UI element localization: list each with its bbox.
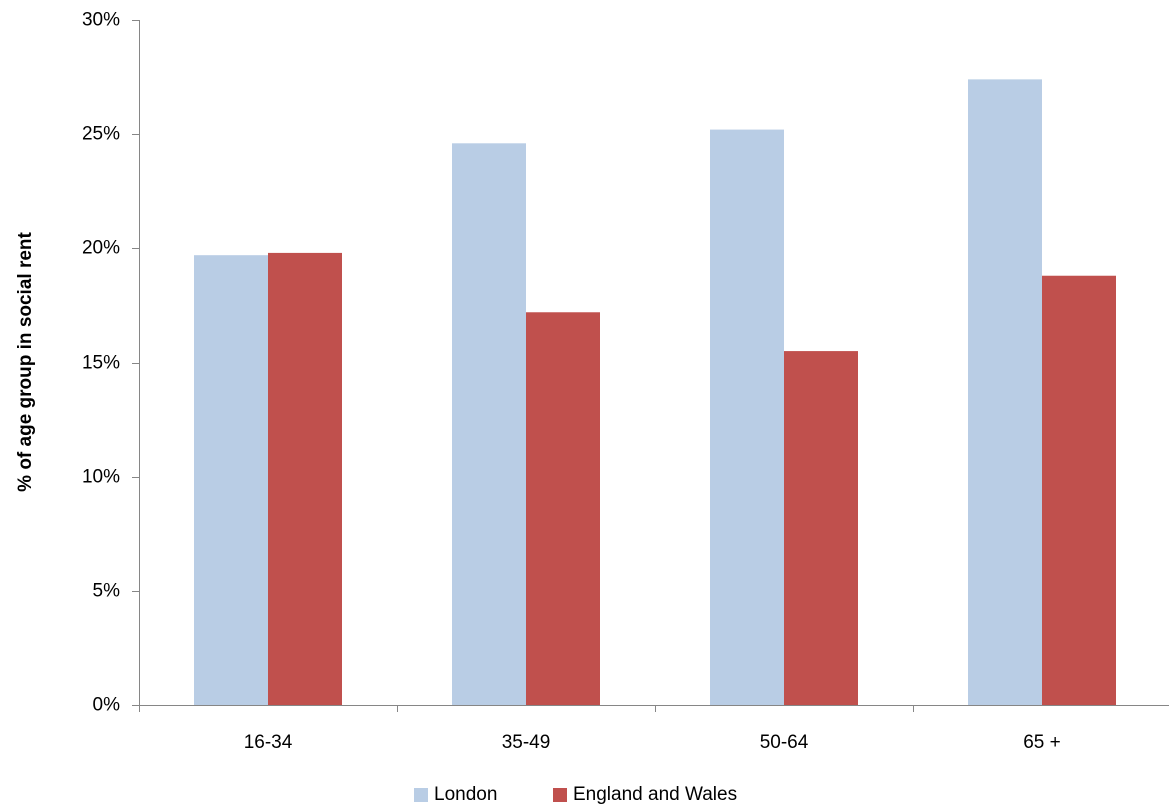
bar-england-and-wales-1634 [268, 252, 342, 705]
bar-london-65 [968, 79, 1042, 705]
legend-swatch [414, 788, 428, 802]
y-tick-label: 10% [82, 467, 120, 488]
y-tick-label: 5% [93, 581, 121, 602]
y-tick-label: 20% [82, 238, 120, 259]
y-tick-label: 0% [93, 695, 121, 716]
x-category-label: 16-34 [244, 732, 293, 753]
legend-label: England and Wales [573, 784, 737, 805]
y-tick-label: 30% [82, 10, 120, 31]
legend-swatch [553, 788, 567, 802]
bar-england-and-wales-3549 [526, 312, 600, 705]
bar-london-5064 [710, 129, 784, 706]
legend-item: England and Wales [553, 784, 737, 805]
legend-label: London [434, 784, 497, 805]
bar-england-and-wales-5064 [784, 351, 858, 705]
y-tick-label: 25% [82, 124, 120, 145]
x-category-label: 35-49 [502, 732, 551, 753]
y-axis-title: % of age group in social rent [15, 231, 36, 491]
x-category-label: 65 + [1023, 732, 1061, 753]
bar-london-1634 [194, 255, 268, 705]
bar-london-3549 [452, 143, 526, 706]
x-category-label: 50-64 [760, 732, 809, 753]
y-tick-label: 15% [82, 353, 120, 374]
bar-england-and-wales-65 [1042, 275, 1116, 705]
legend-item: London [414, 784, 497, 805]
